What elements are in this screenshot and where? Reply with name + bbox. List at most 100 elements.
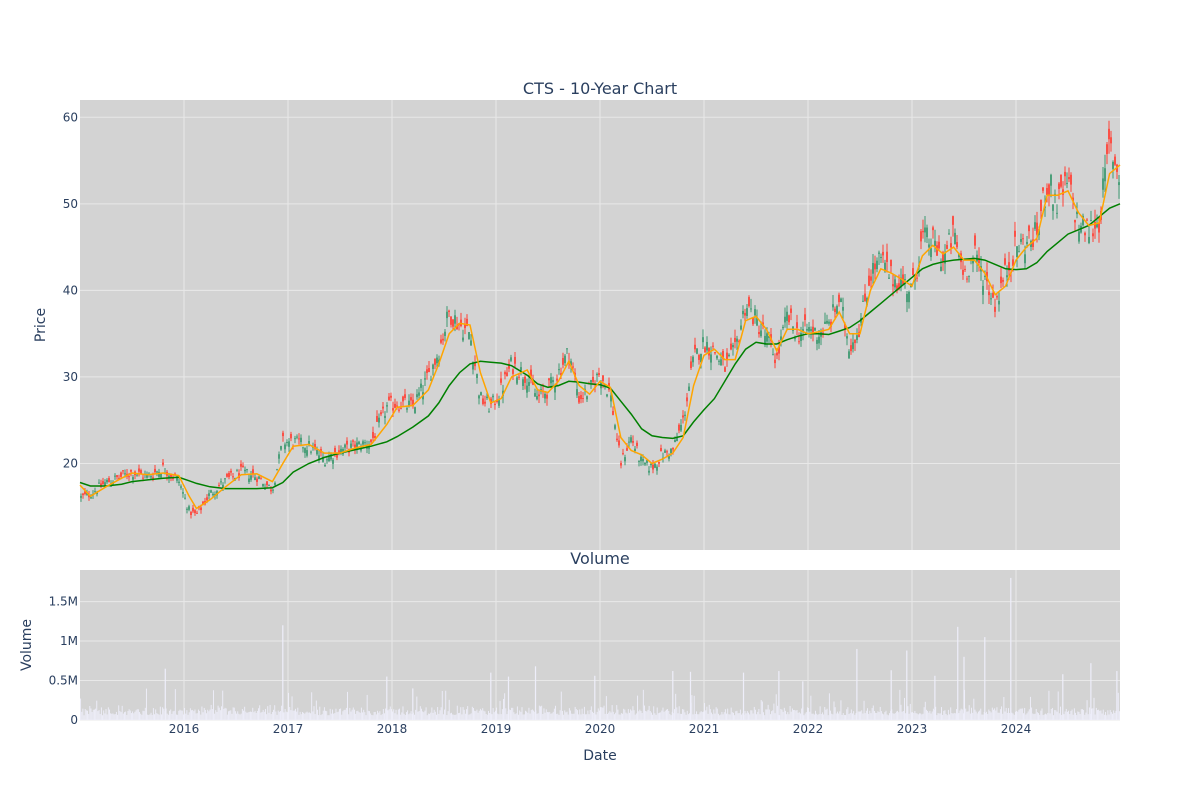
volume-bar (381, 714, 383, 720)
price-ytick-label: 20 (63, 456, 78, 470)
volume-bar (632, 706, 634, 720)
volume-bar (1063, 714, 1065, 720)
volume-bar (545, 709, 547, 720)
volume-bar (124, 712, 125, 720)
candle-body (778, 346, 780, 354)
volume-bar (668, 710, 670, 720)
candle-body (536, 396, 538, 400)
volume-bar (481, 710, 483, 720)
candle-body (528, 382, 530, 386)
volume-bar (233, 707, 235, 720)
volume-bar (441, 690, 443, 720)
volume-bar (544, 712, 546, 720)
volume-bar (953, 712, 955, 720)
candle-body (252, 469, 254, 474)
candle-body (156, 471, 158, 473)
volume-bar (845, 715, 847, 720)
candle-body (562, 357, 564, 365)
candle-body (1088, 236, 1090, 244)
volume-bar (997, 712, 999, 720)
candle-body (1006, 275, 1008, 278)
candle-body (704, 347, 706, 353)
candle-body (1102, 178, 1104, 190)
volume-bar (1004, 711, 1006, 720)
candle-body (798, 341, 800, 343)
volume-bar (373, 712, 375, 720)
candle-body (468, 332, 470, 339)
volume-bar (241, 709, 243, 720)
candle-body (326, 459, 328, 461)
candle-body (346, 440, 348, 445)
volume-bar (987, 713, 989, 720)
volume-bar (706, 706, 708, 720)
candle-body (104, 482, 106, 487)
volume-bar (503, 698, 504, 720)
candle-body (804, 314, 806, 320)
candle-body (888, 277, 890, 279)
candle-body (750, 308, 752, 310)
volume-bar (382, 708, 384, 720)
candle-body (1018, 251, 1020, 253)
volume-bar (693, 695, 695, 720)
candle-body (434, 359, 436, 365)
volume-bar (147, 714, 149, 720)
candle-body (394, 403, 396, 408)
volume-bar (635, 713, 637, 720)
candle-body (488, 411, 490, 413)
volume-bar (308, 712, 310, 720)
candle-body (272, 489, 274, 491)
candle-body (474, 362, 476, 367)
volume-bar (500, 714, 502, 720)
volume-bar (494, 710, 496, 720)
volume-bar (957, 626, 959, 720)
volume-bar (1068, 710, 1070, 720)
volume-bar (763, 712, 764, 720)
volume-bar (734, 715, 736, 720)
volume-bar (141, 714, 143, 720)
volume-bar (818, 713, 820, 720)
volume-bar (800, 713, 801, 720)
volume-bar (345, 707, 347, 720)
volume-bar (154, 714, 155, 720)
volume-bar (1040, 710, 1042, 720)
candle-body (98, 482, 100, 484)
candle-body (994, 306, 996, 312)
volume-bar (295, 708, 296, 720)
volume-bar (136, 709, 138, 720)
candle-body (838, 294, 840, 303)
candle-body (328, 456, 330, 462)
volume-bar (767, 704, 769, 720)
volume-bar (947, 709, 949, 720)
volume-bar (100, 707, 102, 720)
volume-bar (374, 711, 376, 720)
candle-body (382, 406, 384, 409)
volume-bar (935, 706, 937, 720)
volume-bar (343, 709, 345, 720)
volume-bar (313, 706, 315, 720)
volume-bar (236, 713, 238, 720)
candle-body (576, 389, 578, 396)
volume-bar (564, 710, 566, 720)
candle-body (146, 474, 148, 478)
candle-body (1000, 276, 1002, 284)
volume-bar (781, 709, 783, 720)
candle-body (530, 369, 532, 377)
volume-bar (126, 714, 128, 720)
volume-bar (150, 712, 152, 720)
volume-bar (307, 712, 309, 720)
candle-body (782, 326, 784, 329)
volume-bar (813, 714, 815, 720)
candle-body (372, 432, 374, 438)
candle-body (402, 396, 404, 402)
volume-bar (898, 712, 900, 720)
candle-body (470, 340, 472, 346)
volume-bar (744, 710, 746, 720)
candle-body (472, 362, 474, 370)
candle-body (554, 385, 556, 393)
volume-bar (195, 713, 197, 720)
candle-body (338, 450, 340, 454)
volume-bar (330, 713, 332, 720)
volume-bar (1053, 715, 1055, 720)
volume-bar (1006, 712, 1008, 720)
candle-body (512, 369, 514, 374)
